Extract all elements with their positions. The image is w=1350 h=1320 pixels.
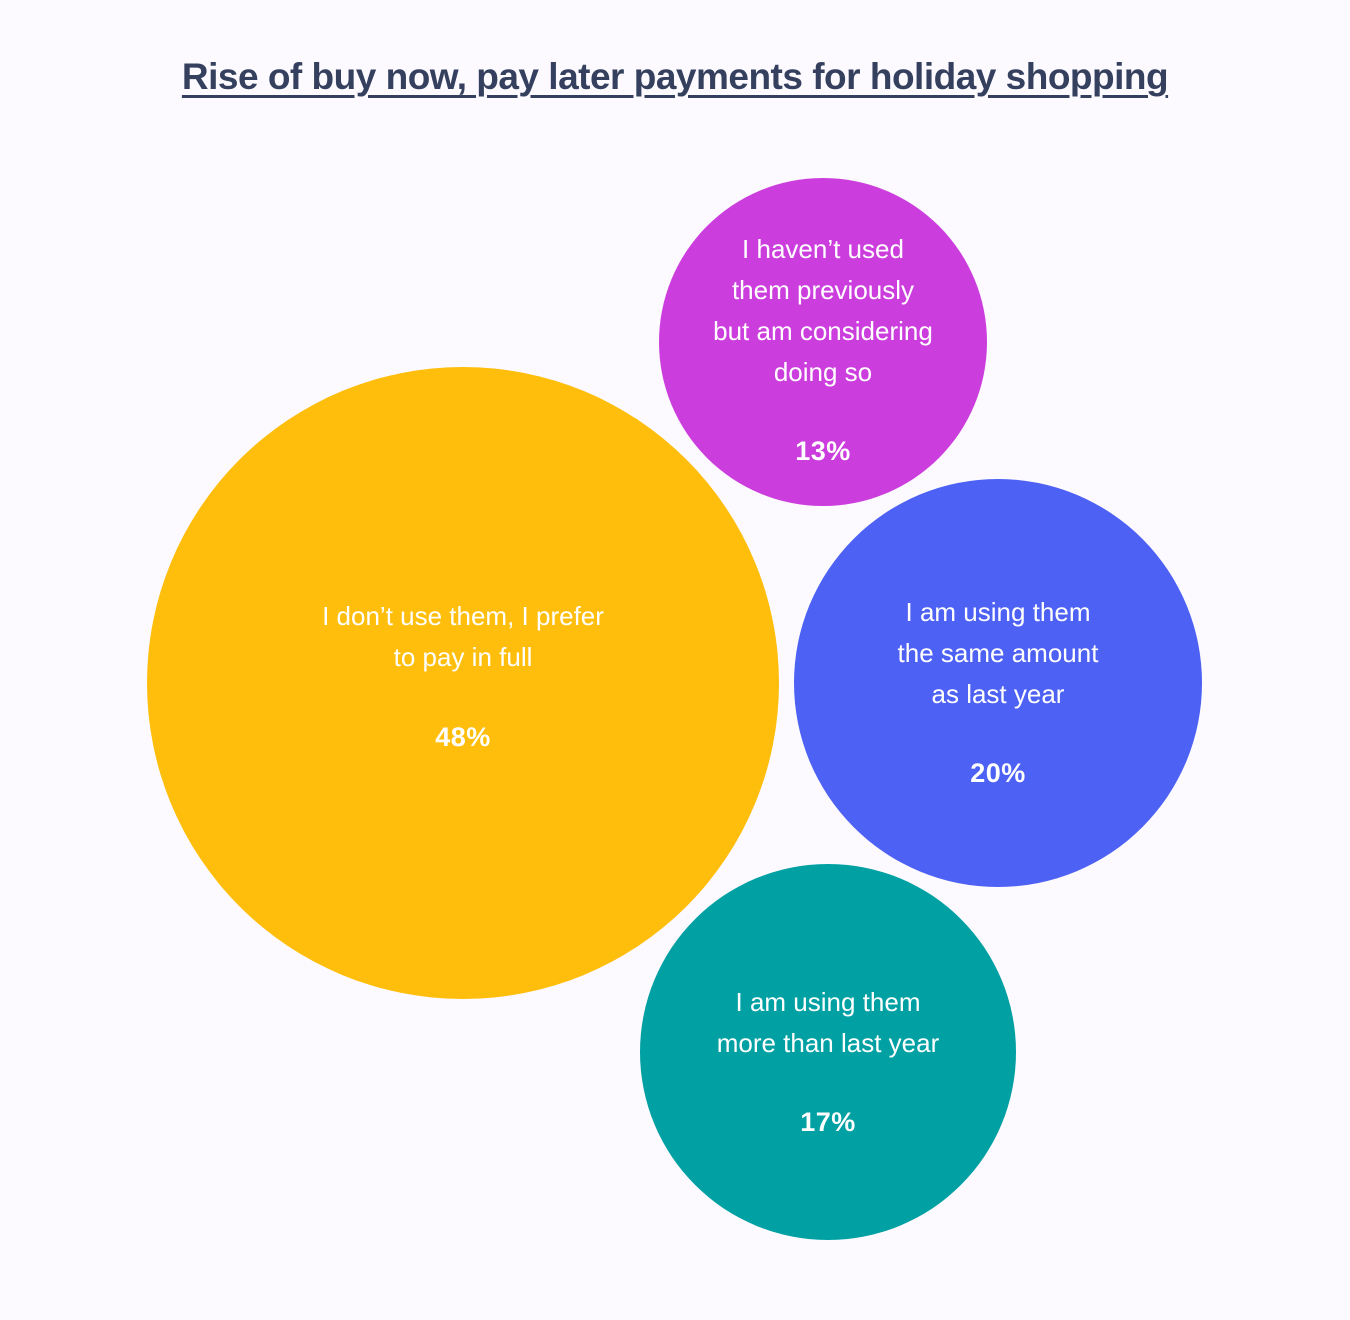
bubble-considering: I haven’t used them previously but am co…: [658, 177, 988, 507]
bubble-label: I am using them more than last year: [716, 986, 940, 1058]
bubble-label: I don’t use them, I prefer to pay in ful…: [322, 601, 604, 672]
bubble-value: 20%: [970, 757, 1026, 788]
bubble-label: I haven’t used them previously but am co…: [713, 233, 933, 387]
chart-title: Rise of buy now, pay later payments for …: [181, 56, 1169, 97]
bubble-value: 48%: [435, 722, 491, 752]
bubble-value: 13%: [795, 435, 851, 466]
bubble-same-amount: I am using them the same amount as last …: [794, 479, 1202, 887]
bubble-label: I am using them the same amount as last …: [897, 596, 1099, 709]
bubble-no-use: I don’t use them, I prefer to pay in ful…: [147, 367, 779, 999]
bubble-more-than-last-year: I am using them more than last year 17%: [639, 863, 1017, 1241]
bubble-value: 17%: [800, 1106, 856, 1137]
